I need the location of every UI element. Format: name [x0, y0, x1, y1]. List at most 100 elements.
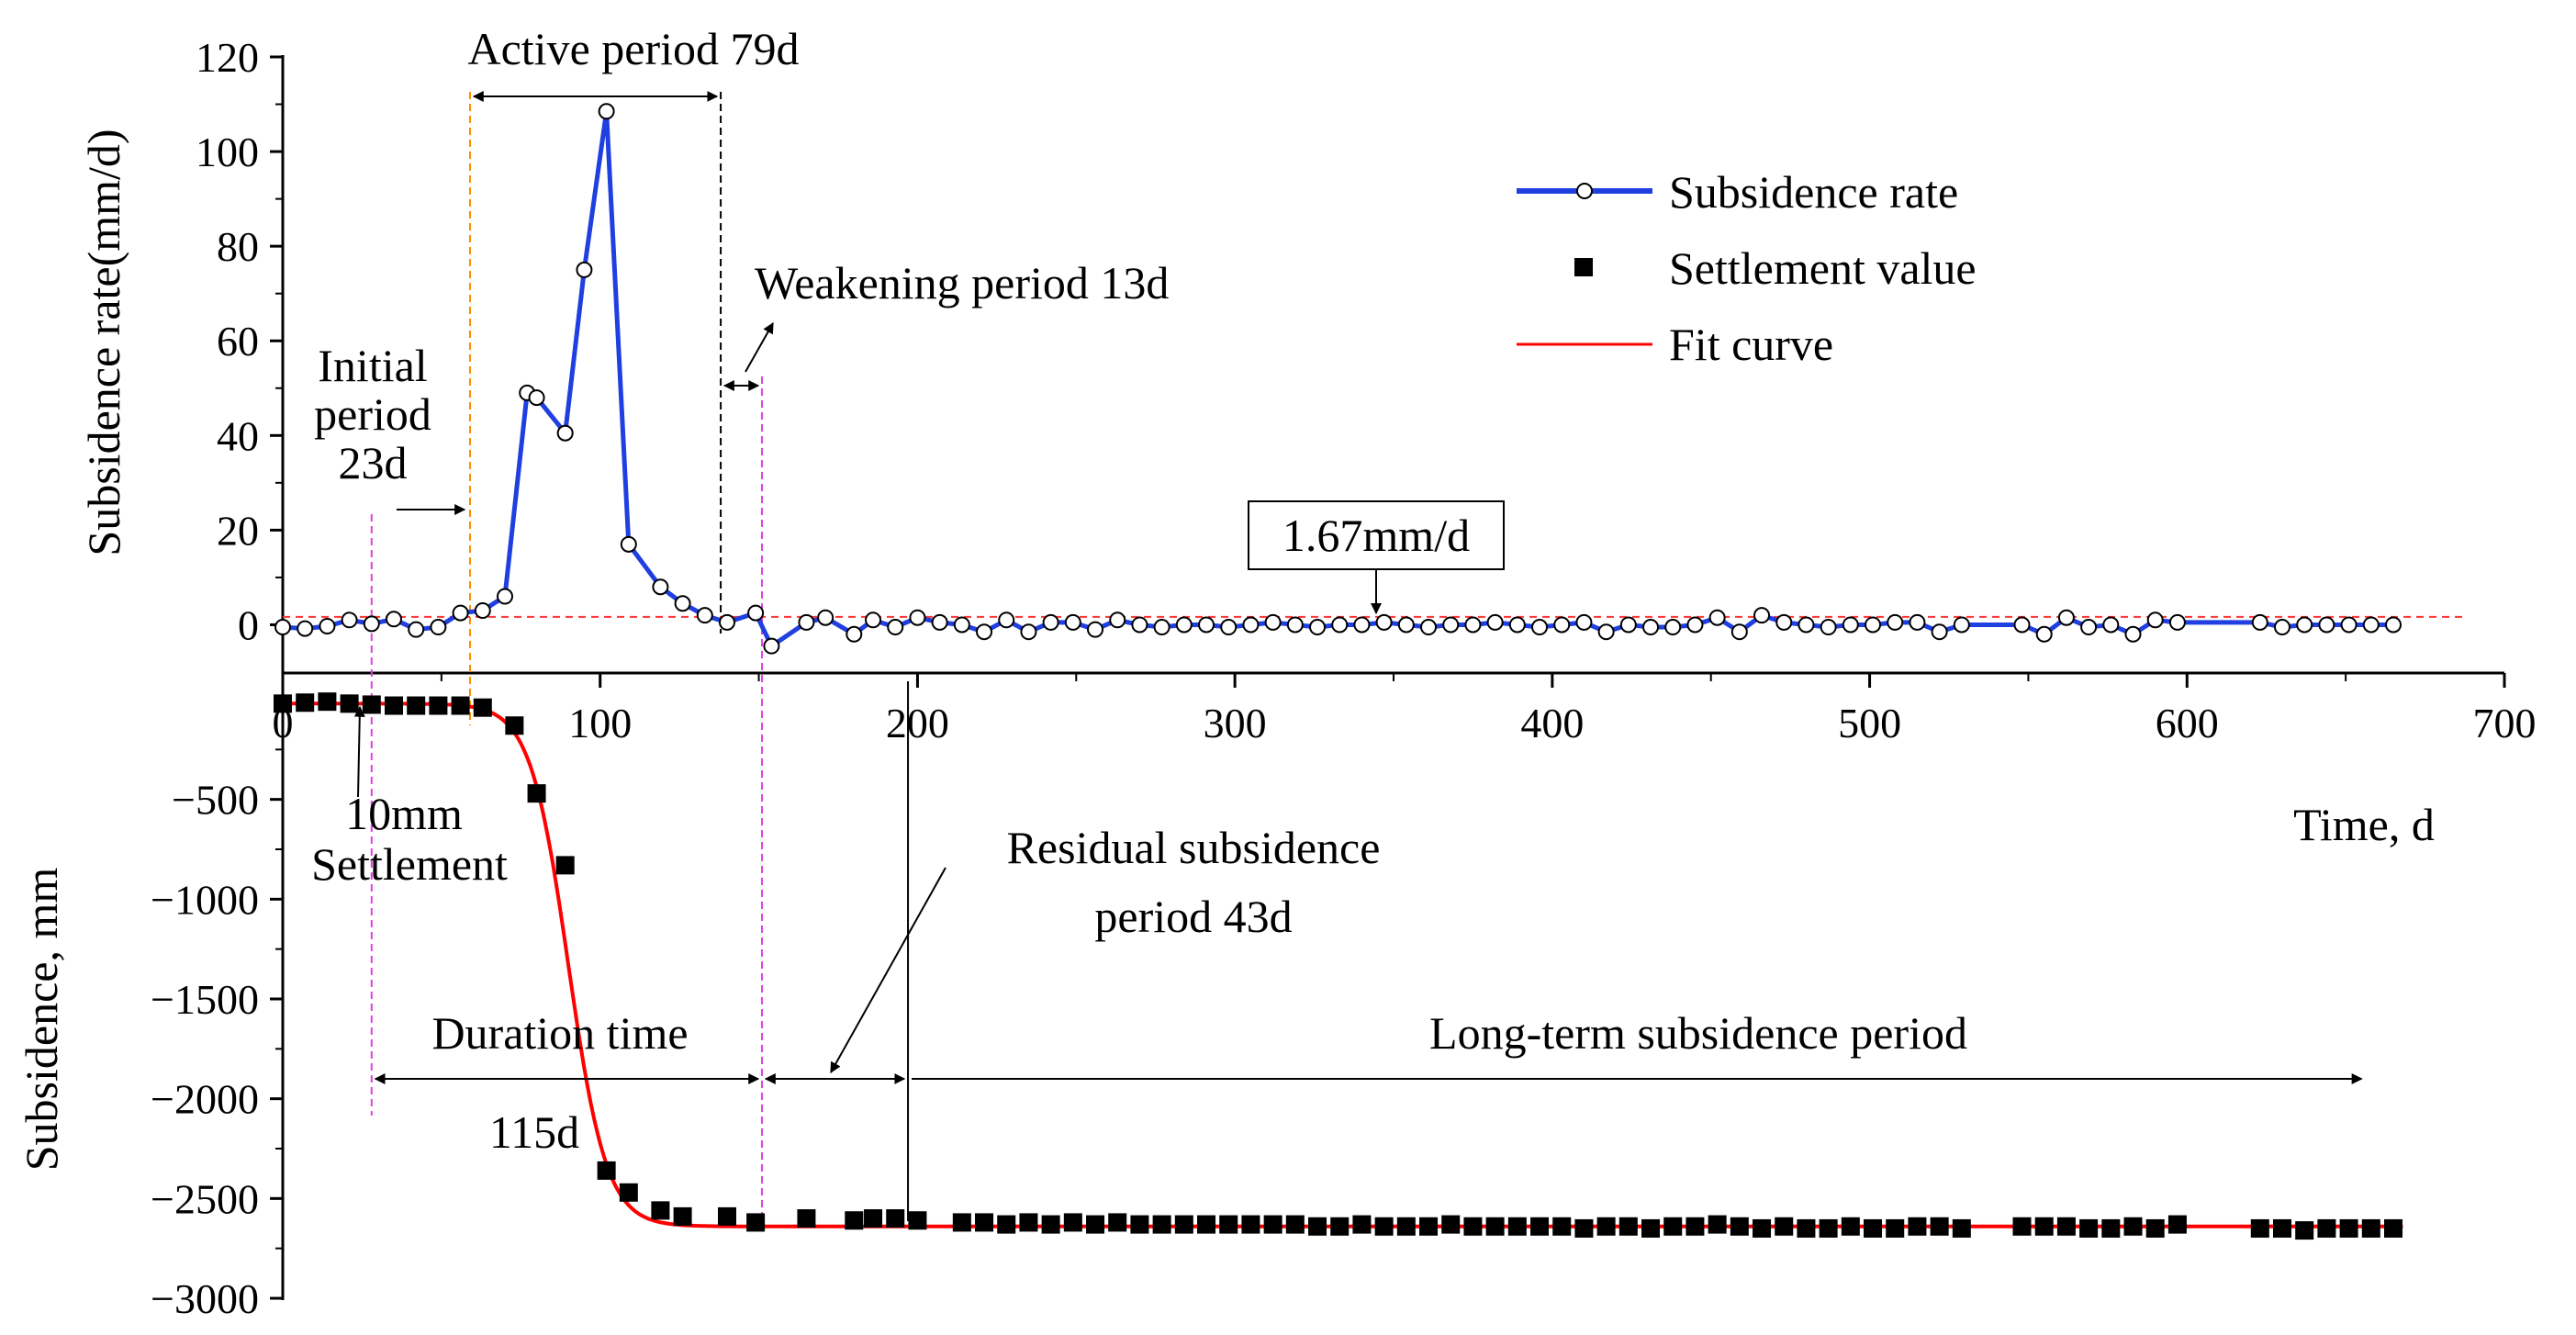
settlement-point [797, 1209, 816, 1228]
subsidence-rate-point [1820, 619, 1837, 636]
subsidence-rate-point [846, 625, 863, 643]
top-y-tick-label: 80 [217, 223, 259, 270]
settlement-point [1485, 1217, 1505, 1236]
settlement-point [2167, 1215, 2187, 1234]
subsidence-rate-point [576, 261, 593, 278]
subsidence-rate-point [2274, 619, 2290, 636]
top-y-tick-label: 60 [217, 318, 259, 365]
settlement-point [1708, 1215, 1727, 1234]
settlement-point [997, 1215, 1016, 1234]
subsidence-rate-point [1264, 613, 1282, 631]
subsidence-rate-point [430, 619, 447, 636]
x-tick-label: 600 [2156, 700, 2219, 746]
settlement-point [908, 1211, 927, 1230]
subsidence-rate-point [1642, 619, 1660, 636]
x-tick-label: 200 [886, 700, 949, 746]
weakening-label-pointer [745, 321, 774, 373]
settlement-point [746, 1213, 766, 1232]
subsidence-rate-point [798, 613, 815, 631]
annotations [353, 91, 2363, 1084]
subsidence-rate-point [1087, 621, 1104, 638]
subsidence-rate-point [1686, 616, 1704, 634]
settlement-point [505, 716, 524, 735]
settlement-point [1041, 1215, 1060, 1234]
settlement-point [1219, 1215, 1238, 1234]
subsidence-rate-point [1931, 623, 1948, 641]
settlement-point [2056, 1217, 2076, 1236]
settlement-point [1086, 1215, 1105, 1234]
subsidence-rate-point [2296, 616, 2313, 634]
subsidence-rate-point [598, 103, 615, 120]
duration-days-label: 115d [489, 1106, 579, 1158]
settlement-threshold-label-2: Settlement [311, 838, 508, 890]
settlement-point [1419, 1217, 1439, 1236]
top-y-tick-label: 0 [238, 601, 259, 648]
subsidence-rate-point [363, 615, 380, 633]
settlement-point [651, 1201, 670, 1220]
subsidence-rate-point [1420, 619, 1438, 636]
subsidence-rate-point [719, 613, 735, 631]
settlement-point [527, 784, 546, 803]
top-y-axis-title: Subsidence rate(mm/d) [78, 129, 129, 555]
subsidence-rate-point [2035, 625, 2053, 643]
subsidence-rate-point [1575, 613, 1593, 631]
subsidence-rate-point [1153, 619, 1170, 636]
subsidence-rate-point [887, 619, 904, 636]
settlement-point [1641, 1218, 1661, 1238]
legend-settlement-marker [1574, 258, 1593, 276]
active-period-label: Active period 79d [467, 23, 799, 74]
bottom-y-axis-title: Subsidence, mm [16, 868, 67, 1172]
settlement-point [1352, 1215, 1372, 1234]
residual-period-label-2: period 43d [1094, 891, 1292, 942]
settlement-point [1663, 1217, 1683, 1236]
subsidence-rate-point [620, 535, 637, 553]
subsidence-rate-point [386, 611, 402, 628]
settlement-point [1574, 1218, 1594, 1238]
settlement-point [1618, 1217, 1638, 1236]
weakening-period-label: Weakening period 13d [755, 257, 1169, 309]
settlement-point [1841, 1217, 1860, 1236]
subsidence-rate-point [1397, 616, 1415, 634]
bottom-y-tick-label: −500 [172, 777, 259, 824]
subsidence-rate-point [1131, 616, 1148, 634]
settlement-point [1552, 1217, 1572, 1236]
settlement-point [340, 694, 359, 713]
reference-label: 1.67mm/d [1282, 510, 1470, 561]
subsidence-rate-point [1508, 616, 1526, 634]
subsidence-rate-point [274, 619, 291, 636]
bottom-panel-ticks: −3000 −2500 −2000 −1500 −1000 −500 [151, 748, 283, 1322]
fit-curve-line [283, 701, 2403, 1228]
settlement-point [1730, 1217, 1749, 1236]
settlement-point [2101, 1218, 2121, 1238]
settlement-point [1130, 1215, 1149, 1234]
settlement-point [2339, 1218, 2358, 1238]
subsidence-rate-point [747, 604, 765, 622]
long-term-period-label: Long-term subsidence period [1429, 1007, 1967, 1059]
settlement-point [1285, 1215, 1305, 1234]
subsidence-rate-point [1220, 619, 1238, 636]
settlement-point [1686, 1217, 1705, 1236]
subsidence-rate-point [1909, 613, 1926, 631]
settlement-point [407, 696, 426, 715]
settlement-point [845, 1211, 864, 1230]
settlement-point [1241, 1215, 1260, 1234]
settlement-point [1596, 1217, 1616, 1236]
settlement-point [318, 692, 337, 712]
reference-line-group [283, 569, 2468, 618]
settlement-point [1152, 1215, 1171, 1234]
settlement-point [597, 1161, 616, 1180]
settlement-point [1864, 1218, 1883, 1238]
settlement-point [1396, 1217, 1416, 1236]
subsidence-rate-point [341, 611, 358, 629]
subsidence-rate-point [1708, 609, 1726, 626]
settlement-point [1930, 1217, 1949, 1236]
settlement-point [1952, 1218, 1971, 1238]
settlement-point [1108, 1213, 1127, 1232]
subsidence-rate-point [1597, 623, 1615, 641]
legend-settlement-text: Settlement value [1669, 242, 1977, 294]
subsidence-rate-point [1664, 619, 1682, 636]
settlement-point [2295, 1221, 2314, 1240]
subsidence-rate-point [1464, 616, 1482, 634]
settlement-point [1330, 1217, 1350, 1236]
subsidence-rate-point [1865, 616, 1882, 634]
